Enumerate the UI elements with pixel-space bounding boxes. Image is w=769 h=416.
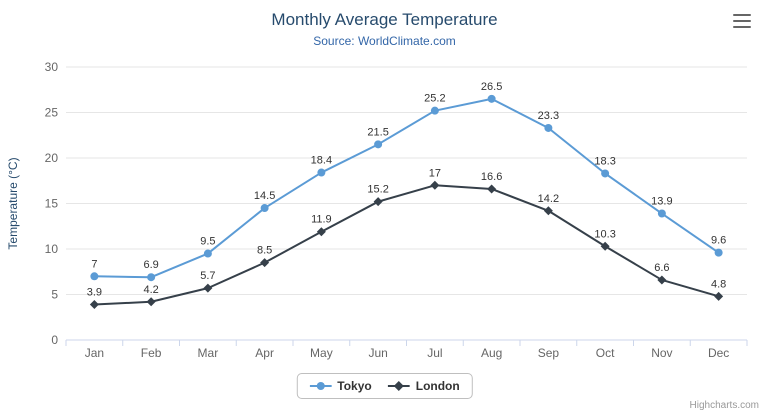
tokyo-data-point[interactable]	[430, 106, 439, 115]
legend-label-london: London	[415, 379, 460, 393]
london-data-label: 15.2	[367, 184, 388, 196]
tokyo-data-label: 18.3	[594, 155, 615, 167]
hamburger-menu-icon	[733, 26, 751, 28]
y-axis-tick-label: 20	[45, 151, 59, 165]
tokyo-data-point[interactable]	[260, 204, 269, 213]
london-data-label: 6.6	[654, 262, 669, 274]
tokyo-data-point[interactable]	[487, 94, 496, 103]
london-data-label: 5.7	[200, 270, 215, 282]
tokyo-data-label: 13.9	[651, 196, 672, 208]
chart-subtitle: Source: WorldClimate.com	[313, 34, 456, 48]
x-axis-category-label: Aug	[481, 346, 502, 360]
london-data-label: 3.9	[87, 287, 102, 299]
tokyo-data-label: 26.5	[481, 81, 502, 93]
tokyo-data-point[interactable]	[147, 273, 156, 282]
london-data-point[interactable]	[260, 258, 270, 268]
tokyo-data-label: 7	[91, 258, 97, 270]
x-axis-category-label: Dec	[708, 346, 729, 360]
london-data-label: 8.5	[257, 245, 272, 257]
london-data-point[interactable]	[600, 241, 610, 251]
hamburger-menu-icon	[733, 20, 751, 22]
y-axis-tick-label: 10	[45, 242, 59, 256]
x-axis-category-label: May	[310, 346, 333, 360]
london-data-point[interactable]	[543, 206, 553, 216]
credits-link[interactable]: Highcharts.com	[689, 400, 759, 411]
london-series-line	[93, 184, 720, 306]
london-data-label: 16.6	[481, 171, 502, 183]
x-axis-category-label: Nov	[651, 346, 672, 360]
tokyo-data-label: 9.5	[200, 236, 215, 248]
export-menu-button[interactable]	[731, 12, 753, 30]
london-data-label: 17	[429, 167, 441, 179]
tokyo-data-point[interactable]	[203, 249, 212, 258]
y-axis-tick-label: 5	[51, 288, 58, 302]
london-data-point[interactable]	[714, 291, 724, 301]
tokyo-data-label: 23.3	[538, 110, 559, 122]
london-data-label: 4.8	[711, 278, 726, 290]
y-axis-title: Temperature (°C)	[6, 157, 20, 249]
tokyo-data-label: 6.9	[143, 259, 158, 271]
london-data-point[interactable]	[657, 275, 667, 285]
legend-label-tokyo: Tokyo	[337, 379, 372, 393]
x-axis-category-label: Sep	[538, 346, 560, 360]
x-axis-category-label: Jul	[427, 346, 442, 360]
y-axis-tick-label: 30	[45, 60, 59, 74]
london-series-marker-icon	[387, 381, 410, 391]
london-data-point[interactable]	[487, 184, 497, 194]
tokyo-data-label: 18.4	[311, 155, 332, 167]
london-data-label: 10.3	[594, 228, 615, 240]
legend: Tokyo London	[296, 373, 473, 399]
y-axis-tick-label: 25	[45, 106, 59, 120]
tokyo-data-label: 14.5	[254, 190, 275, 202]
tokyo-series-marker-icon	[309, 382, 332, 390]
chart-title: Monthly Average Temperature	[271, 10, 498, 29]
london-data-label: 4.2	[143, 284, 158, 296]
london-data-point[interactable]	[203, 283, 213, 293]
london-data-point[interactable]	[146, 297, 156, 307]
tokyo-data-point[interactable]	[601, 169, 610, 178]
tokyo-data-label: 25.2	[424, 93, 445, 105]
x-axis-category-label: Mar	[198, 346, 219, 360]
tokyo-data-point[interactable]	[657, 209, 666, 218]
london-data-point[interactable]	[373, 197, 383, 207]
x-axis-category-label: Oct	[596, 346, 615, 360]
x-axis-category-label: Jun	[368, 346, 387, 360]
tokyo-data-point[interactable]	[90, 272, 99, 281]
legend-item-london[interactable]: London	[387, 379, 460, 393]
tokyo-data-point[interactable]	[544, 123, 553, 132]
london-data-point[interactable]	[89, 300, 99, 310]
london-data-point[interactable]	[430, 180, 440, 190]
tokyo-data-label: 21.5	[367, 126, 388, 138]
x-axis-category-label: Jan	[85, 346, 104, 360]
tokyo-data-point[interactable]	[317, 168, 326, 177]
tokyo-data-label: 9.6	[711, 235, 726, 247]
y-axis-tick-label: 0	[51, 333, 58, 347]
tokyo-data-point[interactable]	[714, 248, 723, 257]
hamburger-menu-icon	[733, 14, 751, 16]
london-data-label: 11.9	[311, 214, 332, 226]
x-axis-category-label: Apr	[255, 346, 274, 360]
tokyo-data-point[interactable]	[374, 140, 383, 149]
london-data-point[interactable]	[316, 227, 326, 237]
x-axis-category-label: Feb	[141, 346, 162, 360]
london-data-label: 14.2	[538, 193, 559, 205]
legend-item-tokyo[interactable]: Tokyo	[309, 379, 372, 393]
tokyo-series-line	[93, 97, 720, 279]
y-axis-tick-label: 15	[45, 197, 59, 211]
